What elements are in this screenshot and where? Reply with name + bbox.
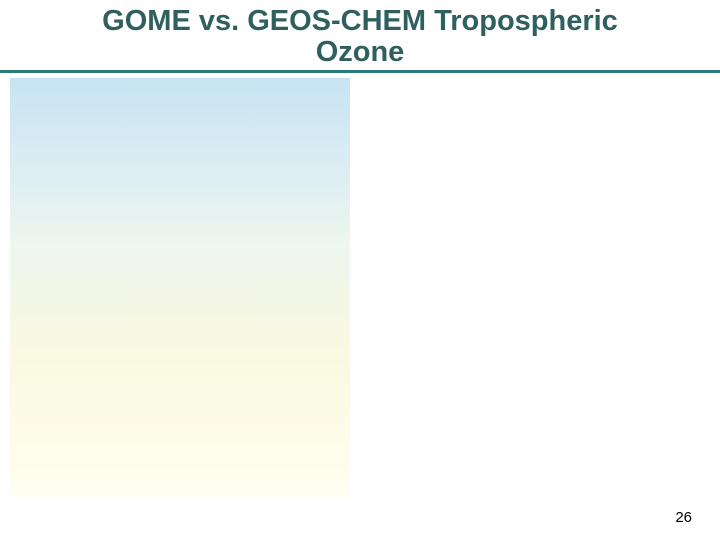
slide-title: GOME vs. GEOS-CHEM Tropospheric Ozone xyxy=(0,6,720,69)
background-gradient-panel xyxy=(10,78,350,498)
title-line-2: Ozone xyxy=(316,36,405,68)
page-number: 26 xyxy=(675,509,692,526)
title-line-1: GOME vs. GEOS-CHEM Tropospheric xyxy=(102,5,618,37)
slide: GOME vs. GEOS-CHEM Tropospheric Ozone 26 xyxy=(0,0,720,540)
title-underline xyxy=(0,70,720,73)
